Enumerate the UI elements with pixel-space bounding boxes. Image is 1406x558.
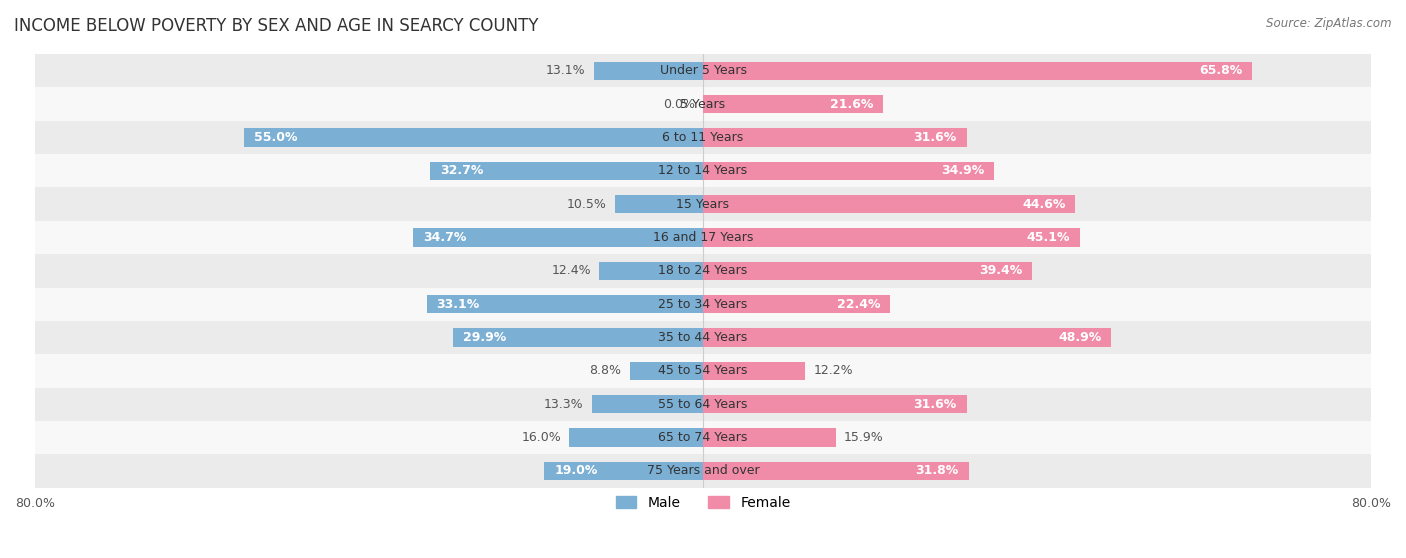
Bar <box>599 262 703 280</box>
Text: 55.0%: 55.0% <box>253 131 297 144</box>
Bar <box>413 228 703 247</box>
Text: 31.8%: 31.8% <box>915 464 959 478</box>
Bar <box>703 295 890 314</box>
Bar <box>703 162 994 180</box>
Text: 12.4%: 12.4% <box>551 264 591 277</box>
Text: 13.1%: 13.1% <box>546 64 585 77</box>
Text: 65.8%: 65.8% <box>1199 64 1243 77</box>
Bar <box>430 162 703 180</box>
Bar <box>630 362 703 380</box>
Text: 45.1%: 45.1% <box>1026 231 1070 244</box>
Text: 29.9%: 29.9% <box>464 331 506 344</box>
Text: 16 and 17 Years: 16 and 17 Years <box>652 231 754 244</box>
Bar <box>35 154 1371 187</box>
Text: 65 to 74 Years: 65 to 74 Years <box>658 431 748 444</box>
Bar <box>703 395 967 413</box>
Bar <box>544 462 703 480</box>
Bar <box>703 95 883 113</box>
Bar <box>703 61 1253 80</box>
Bar <box>35 187 1371 221</box>
Text: 34.7%: 34.7% <box>423 231 467 244</box>
Text: 32.7%: 32.7% <box>440 164 484 177</box>
Bar <box>243 128 703 147</box>
Bar <box>703 362 804 380</box>
Bar <box>616 195 703 213</box>
Text: 18 to 24 Years: 18 to 24 Years <box>658 264 748 277</box>
Bar <box>703 128 967 147</box>
Bar <box>703 429 835 447</box>
Text: 22.4%: 22.4% <box>837 298 880 311</box>
Text: 12 to 14 Years: 12 to 14 Years <box>658 164 748 177</box>
Text: 31.6%: 31.6% <box>914 398 957 411</box>
Text: 31.6%: 31.6% <box>914 131 957 144</box>
Text: 15.9%: 15.9% <box>844 431 884 444</box>
Text: 33.1%: 33.1% <box>437 298 479 311</box>
Bar <box>453 329 703 347</box>
Text: 39.4%: 39.4% <box>979 264 1022 277</box>
Text: 16.0%: 16.0% <box>522 431 561 444</box>
Bar <box>703 329 1111 347</box>
Text: 5 Years: 5 Years <box>681 98 725 110</box>
Text: 12.2%: 12.2% <box>813 364 853 377</box>
Bar <box>569 429 703 447</box>
Bar <box>703 228 1080 247</box>
Bar <box>35 54 1371 88</box>
Text: INCOME BELOW POVERTY BY SEX AND AGE IN SEARCY COUNTY: INCOME BELOW POVERTY BY SEX AND AGE IN S… <box>14 17 538 35</box>
Text: Source: ZipAtlas.com: Source: ZipAtlas.com <box>1267 17 1392 30</box>
Text: 0.0%: 0.0% <box>662 98 695 110</box>
Bar <box>35 388 1371 421</box>
Text: 15 Years: 15 Years <box>676 198 730 211</box>
Text: 34.9%: 34.9% <box>941 164 984 177</box>
Text: 19.0%: 19.0% <box>554 464 598 478</box>
Legend: Male, Female: Male, Female <box>610 490 796 516</box>
Bar <box>35 454 1371 488</box>
Bar <box>35 287 1371 321</box>
Text: 44.6%: 44.6% <box>1022 198 1066 211</box>
Text: 13.3%: 13.3% <box>544 398 583 411</box>
Bar <box>703 262 1032 280</box>
Bar <box>35 354 1371 388</box>
Text: 48.9%: 48.9% <box>1059 331 1101 344</box>
Bar <box>593 61 703 80</box>
Text: 8.8%: 8.8% <box>589 364 621 377</box>
Text: 25 to 34 Years: 25 to 34 Years <box>658 298 748 311</box>
Text: 10.5%: 10.5% <box>567 198 607 211</box>
Bar <box>592 395 703 413</box>
Text: 21.6%: 21.6% <box>830 98 873 110</box>
Text: 45 to 54 Years: 45 to 54 Years <box>658 364 748 377</box>
Bar <box>35 321 1371 354</box>
Text: 6 to 11 Years: 6 to 11 Years <box>662 131 744 144</box>
Text: Under 5 Years: Under 5 Years <box>659 64 747 77</box>
Bar <box>35 254 1371 287</box>
Text: 75 Years and over: 75 Years and over <box>647 464 759 478</box>
Text: 35 to 44 Years: 35 to 44 Years <box>658 331 748 344</box>
Bar <box>35 221 1371 254</box>
Bar <box>35 421 1371 454</box>
Bar <box>703 462 969 480</box>
Text: 55 to 64 Years: 55 to 64 Years <box>658 398 748 411</box>
Bar <box>35 88 1371 121</box>
Bar <box>703 195 1076 213</box>
Bar <box>35 121 1371 154</box>
Bar <box>426 295 703 314</box>
